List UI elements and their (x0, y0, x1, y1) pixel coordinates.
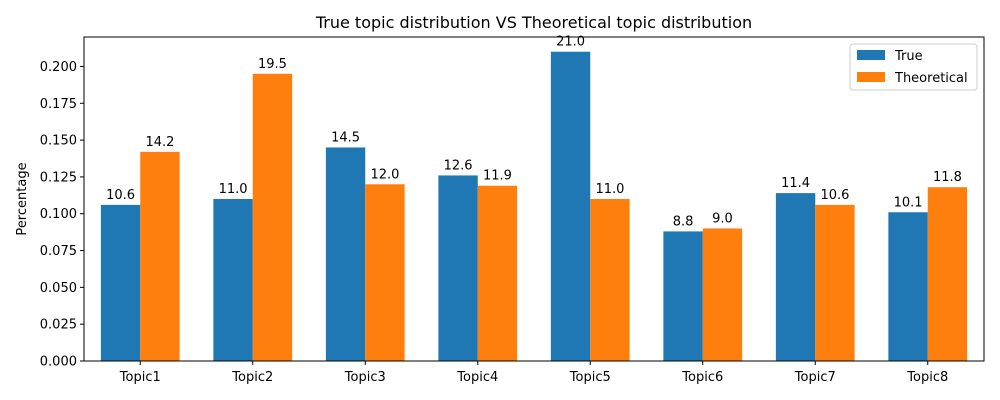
data-labels-layer: 10.6 11.0 14.5 12.6 21.0 8.8 11.4 10.1 14.2 19.5 1… (106, 35, 962, 230)
data-label-true-topic3: 14.5 (331, 130, 360, 145)
x-tick-label-topic1: Topic1 (119, 370, 161, 385)
bar-true-topic1 (100, 204, 141, 361)
x-axis: Topic1 Topic2 Topic3 Topic4 Topic5 Topic6 Topi… (119, 361, 948, 385)
bar-theoretical-topic6 (702, 228, 743, 361)
x-tick-label-topic6: Topic6 (681, 370, 723, 385)
data-label-true-topic4: 12.6 (444, 158, 473, 173)
data-label-theoretical-topic4: 11.9 (483, 169, 512, 184)
bar-theoretical-topic7 (815, 204, 855, 361)
x-tick-label-topic3: Topic3 (344, 370, 386, 385)
bars-layer (100, 51, 968, 362)
data-label-true-topic6: 8.8 (673, 214, 694, 229)
data-label-true-topic7: 11.4 (781, 176, 810, 191)
legend-swatch-true (857, 50, 885, 60)
y-tick-label: 0.100 (40, 207, 77, 222)
y-axis: 0.000 0.025 0.050 0.075 0.100 0.125 0.150 0.175… (40, 60, 84, 370)
bar-true-topic7 (775, 193, 816, 361)
y-tick-label: 0.125 (40, 170, 77, 185)
data-label-theoretical-topic1: 14.2 (145, 135, 174, 150)
x-tick-label-topic8: Topic8 (906, 370, 948, 385)
y-tick-label: 0.150 (40, 134, 77, 149)
data-label-theoretical-topic7: 10.6 (820, 188, 849, 203)
chart-title: True topic distribution VS Theoretical t… (315, 13, 752, 32)
bar-true-topic3 (325, 147, 366, 361)
x-tick-label-topic4: Topic4 (456, 370, 498, 385)
x-tick-label-topic5: Topic5 (569, 370, 611, 385)
plot-frame (83, 36, 985, 362)
y-tick-label: 0.000 (40, 355, 77, 370)
bar-theoretical-topic5 (590, 199, 630, 361)
y-axis-label: Percentage (15, 162, 30, 235)
legend: True Theoretical (849, 43, 978, 91)
y-tick-label: 0.025 (40, 318, 77, 333)
data-label-true-topic2: 11.0 (219, 182, 248, 197)
data-label-theoretical-topic3: 12.0 (370, 167, 399, 182)
bar-true-topic6 (663, 231, 703, 361)
data-label-theoretical-topic5: 11.0 (595, 182, 624, 197)
bar-theoretical-topic4 (477, 185, 518, 361)
bar-true-topic5 (550, 51, 591, 362)
data-label-true-topic8: 10.1 (894, 195, 923, 210)
x-tick-label-topic2: Topic2 (231, 370, 273, 385)
data-label-theoretical-topic8: 11.8 (933, 170, 962, 185)
bar-theoretical-topic8 (927, 187, 968, 361)
bar-theoretical-topic3 (365, 184, 405, 361)
bar-true-topic8 (888, 212, 928, 361)
data-label-true-topic5: 21.0 (556, 35, 585, 50)
y-tick-label: 0.050 (40, 281, 77, 296)
data-label-theoretical-topic2: 19.5 (258, 57, 287, 72)
bar-theoretical-topic2 (252, 73, 293, 362)
legend-label-theoretical: Theoretical (894, 71, 968, 86)
y-tick-label: 0.075 (40, 244, 77, 259)
bar-true-topic2 (213, 199, 253, 361)
bar-theoretical-topic1 (140, 151, 180, 361)
data-label-true-topic1: 10.6 (106, 188, 135, 203)
y-tick-label: 0.175 (40, 97, 77, 112)
legend-label-true: True (894, 49, 923, 64)
bar-true-topic4 (438, 175, 478, 361)
data-label-theoretical-topic6: 9.0 (712, 211, 733, 226)
legend-swatch-theoretical (857, 72, 885, 82)
x-tick-label-topic7: Topic7 (794, 370, 836, 385)
y-tick-label: 0.200 (40, 60, 77, 75)
